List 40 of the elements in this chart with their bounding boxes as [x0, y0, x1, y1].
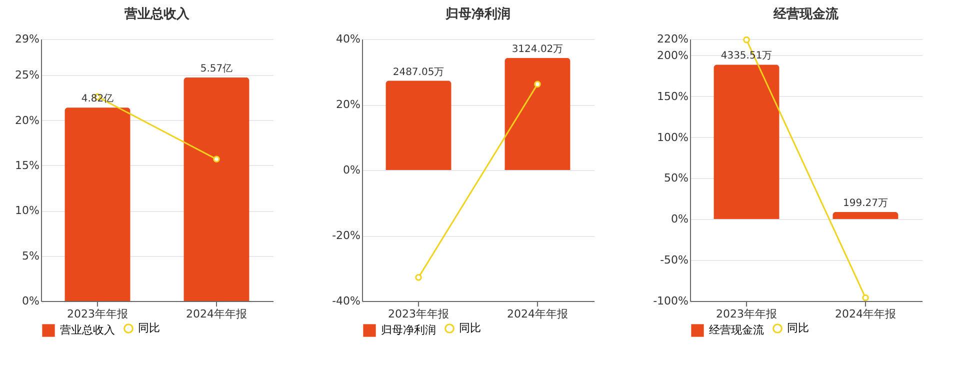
y-tick-label: 0% [22, 294, 40, 308]
x-tick-label: 2024年年报 [506, 308, 568, 320]
y-tick-label: 20% [15, 114, 40, 127]
chart-title: 经营现金流 [772, 6, 840, 22]
legend-label: 同比 [138, 322, 160, 334]
y-tick-label: 29% [15, 32, 40, 46]
y-tick-label: -40% [332, 294, 360, 308]
x-tick-label: 2024年年报 [186, 308, 247, 320]
legend-label: 同比 [787, 322, 809, 334]
y-tick-label: 0% [671, 212, 688, 226]
x-tick-label: 2024年年报 [834, 308, 896, 320]
y-tick-label: 50% [664, 172, 688, 185]
y-tick-label: 40% [336, 32, 360, 46]
chart-title: 营业总收入 [124, 6, 190, 22]
data-label: 199.27万 [842, 198, 888, 209]
y-tick-label: -20% [332, 229, 360, 242]
y-tick-label: -50% [660, 254, 688, 267]
legend-label: 同比 [459, 322, 481, 334]
x-tick-label: 2023年年报 [67, 308, 128, 320]
data-label: 3124.02万 [512, 44, 564, 55]
x-tick-label: 2023年年报 [716, 308, 778, 320]
y-tick-label: 150% [657, 90, 688, 103]
y-tick-label: 5% [22, 249, 40, 262]
legend-label: 经营现金流 [709, 324, 764, 336]
y-tick-label: -100% [653, 294, 688, 308]
chart-title: 归母净利润 [444, 6, 510, 22]
y-tick-label: 10% [15, 204, 40, 218]
y-tick-label: 220% [657, 32, 688, 46]
y-tick-label: 200% [657, 48, 688, 62]
data-label: 2487.05万 [392, 66, 444, 78]
y-tick-label: 20% [336, 98, 360, 111]
x-tick-label: 2023年年报 [388, 308, 450, 320]
legend-label: 营业总收入 [60, 324, 115, 336]
y-tick-label: 0% [343, 164, 360, 176]
legend-label: 归母净利润 [381, 324, 436, 336]
data-label: 4.82亿 [81, 94, 114, 105]
y-tick-label: 25% [15, 68, 40, 82]
y-tick-label: 100% [657, 130, 688, 144]
y-tick-label: 15% [15, 158, 40, 172]
data-label: 5.57亿 [200, 64, 233, 75]
